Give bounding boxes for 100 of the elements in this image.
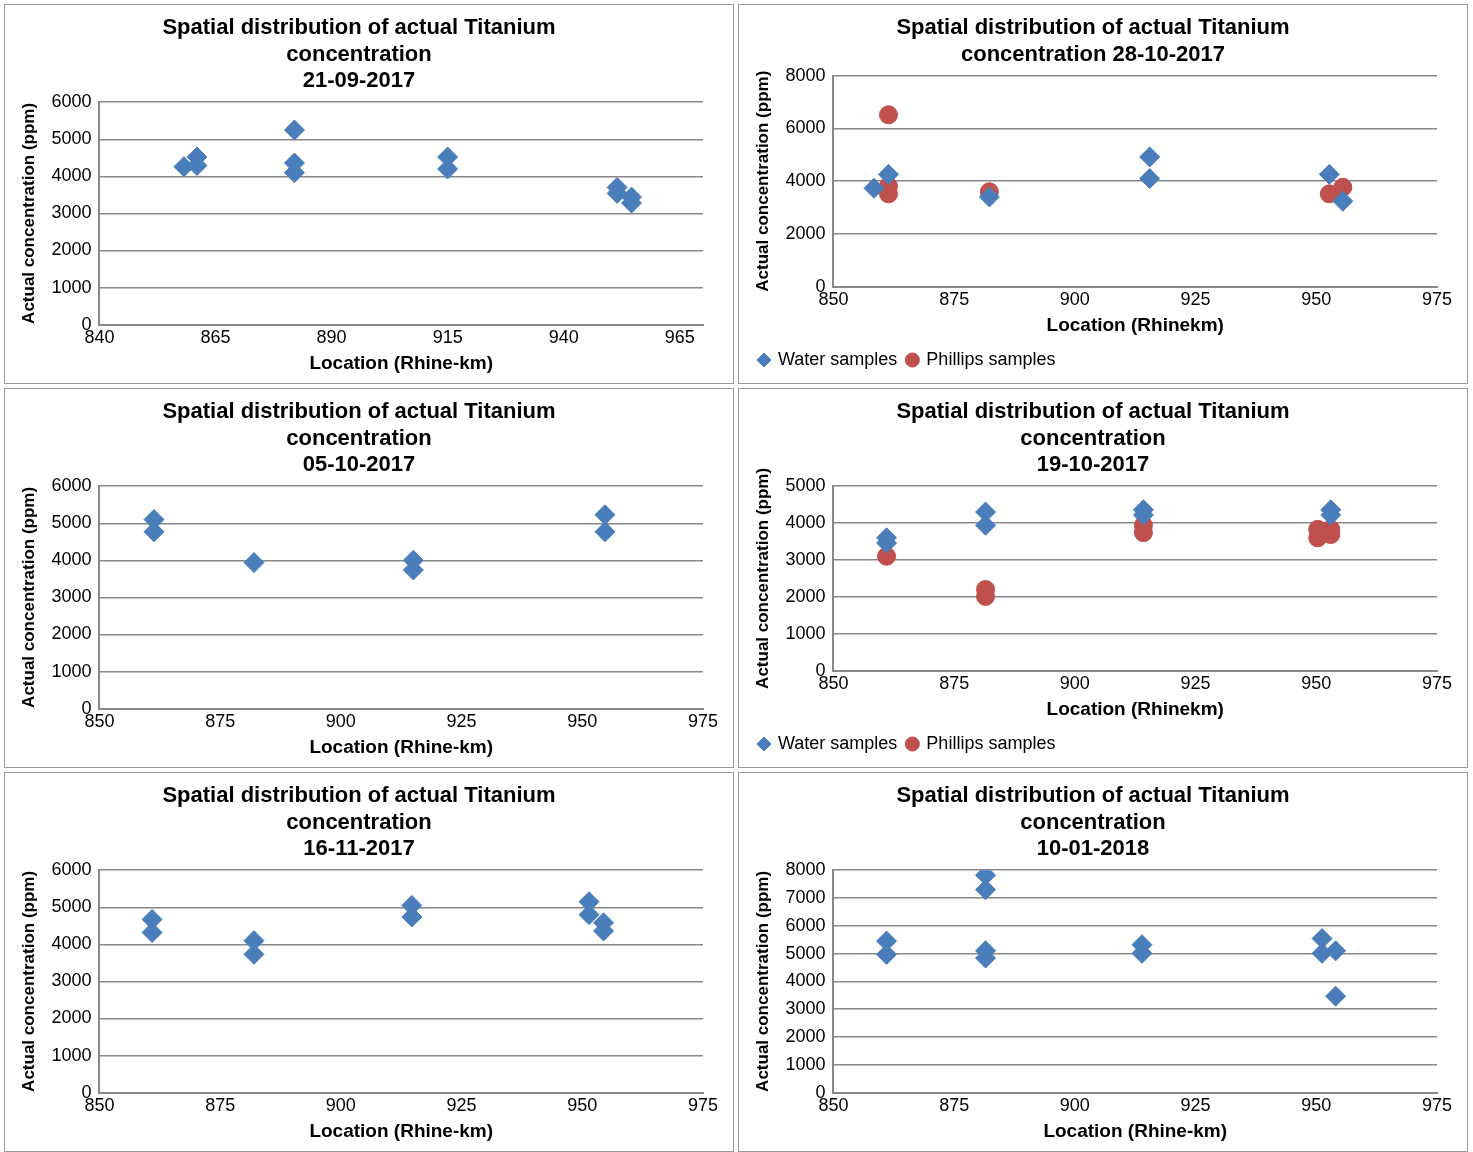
y-tick-label: 4000: [785, 170, 826, 191]
y-tick-label: 5000: [785, 475, 826, 496]
legend-label: Water samples: [778, 732, 898, 753]
y-tick-label: 6000: [51, 91, 92, 112]
y-tick-label: 3000: [51, 586, 92, 607]
y-tick-label: 8000: [785, 64, 826, 85]
y-tick-label: 1000: [51, 276, 92, 297]
y-axis-title: Actual concentration (ppm): [752, 467, 772, 689]
x-axis-title: Location (Rhine-km): [309, 351, 494, 373]
y-axis-title: Actual concentration (ppm): [752, 70, 772, 292]
point: [1139, 146, 1161, 168]
x-tick-label: 950: [1301, 673, 1332, 694]
x-tick-label: 975: [1421, 1095, 1453, 1116]
point: [1332, 190, 1354, 212]
y-tick-label: 6000: [51, 859, 92, 880]
x-tick-label: 900: [1059, 289, 1090, 310]
point: [863, 177, 885, 199]
x-tick-label: 950: [567, 711, 598, 732]
x-tick-label: 925: [446, 711, 477, 732]
point: [1325, 985, 1347, 1007]
x-tick-label: 940: [548, 327, 579, 348]
x-tick-label: 875: [939, 289, 970, 310]
point: [243, 552, 265, 574]
y-tick-label: 4000: [51, 549, 92, 570]
y-tick-label: 5000: [51, 128, 92, 149]
chart-title: Spatial distribution of actual Titanium concentration 16-11-2017: [162, 782, 556, 861]
y-tick-label: 2000: [785, 585, 826, 606]
chart-title: Spatial distribution of actual Titanium concentration 28-10-2017: [896, 14, 1290, 66]
y-tick-label: 6000: [785, 914, 826, 935]
point: [594, 521, 616, 543]
x-tick-label: 925: [1180, 673, 1211, 694]
y-tick-label: 3000: [785, 548, 826, 569]
y-tick-label: 2000: [51, 623, 92, 644]
point: [1139, 168, 1161, 190]
y-axis-title: Actual concentration (ppm): [752, 870, 772, 1092]
point: [283, 119, 305, 141]
x-tick-label: 975: [687, 711, 719, 732]
x-tick-label: 950: [1301, 1095, 1332, 1116]
x-tick-label: 975: [1421, 673, 1453, 694]
y-tick-label: 2000: [785, 1025, 826, 1046]
y-tick-label: 7000: [785, 886, 826, 907]
x-axis-title: Location (Rhine-km): [1043, 1119, 1228, 1141]
chart-title: Spatial distribution of actual Titanium concentration 21-09-2017: [162, 14, 556, 93]
y-tick-label: 3000: [51, 970, 92, 991]
point: [1318, 163, 1340, 185]
y-tick-label: 8000: [785, 859, 826, 880]
point: [1325, 940, 1347, 962]
x-tick-label: 925: [446, 1095, 477, 1116]
x-tick-label: 915: [432, 327, 463, 348]
chart-title: Spatial distribution of actual Titanium concentration 05-10-2017: [162, 398, 556, 477]
y-tick-label: 6000: [51, 475, 92, 496]
x-tick-label: 875: [205, 711, 236, 732]
x-tick-label: 900: [1059, 1095, 1090, 1116]
y-tick-label: 5000: [51, 896, 92, 917]
y-tick-label: 2000: [51, 1007, 92, 1028]
y-tick-label: 5000: [785, 942, 826, 963]
x-axis-title: Location (Rhinekm): [1046, 313, 1224, 335]
point: [878, 105, 898, 125]
x-axis-title: Location (Rhine-km): [309, 735, 494, 757]
legend-label: Phillips samples: [926, 732, 1056, 753]
y-tick-label: 3000: [785, 998, 826, 1019]
y-tick-label: 4000: [51, 933, 92, 954]
x-axis-title: Location (Rhine-km): [309, 1119, 494, 1141]
chart-title: Spatial distribution of actual Titanium concentration 10-01-2018: [896, 782, 1290, 861]
y-tick-label: 1000: [51, 660, 92, 681]
y-tick-label: 2000: [785, 222, 826, 243]
x-tick-label: 875: [205, 1095, 236, 1116]
x-tick-label: 875: [939, 673, 970, 694]
x-tick-label: 900: [1059, 673, 1090, 694]
y-axis-title: Actual concentration (ppm): [18, 486, 38, 708]
y-tick-label: 1000: [785, 1053, 826, 1074]
y-tick-label: 4000: [785, 970, 826, 991]
x-tick-label: 965: [664, 327, 695, 348]
y-tick-label: 4000: [785, 512, 826, 533]
x-axis-title: Location (Rhinekm): [1046, 697, 1224, 719]
x-tick-label: 925: [1180, 1095, 1211, 1116]
y-axis-title: Actual concentration (ppm): [18, 870, 38, 1092]
y-tick-label: 2000: [51, 239, 92, 260]
y-tick-label: 3000: [51, 202, 92, 223]
x-tick-label: 925: [1180, 289, 1211, 310]
point: [594, 504, 616, 526]
x-tick-label: 890: [316, 327, 347, 348]
legend-label: Phillips samples: [926, 348, 1056, 369]
x-tick-label: 865: [200, 327, 231, 348]
x-tick-label: 950: [1301, 289, 1332, 310]
point: [975, 879, 997, 901]
x-tick-label: 900: [325, 1095, 356, 1116]
point: [978, 186, 1000, 208]
chart-title: Spatial distribution of actual Titanium concentration 19-10-2017: [896, 398, 1290, 477]
x-tick-label: 900: [325, 711, 356, 732]
y-tick-label: 1000: [51, 1044, 92, 1065]
point: [877, 163, 899, 185]
x-tick-label: 950: [567, 1095, 598, 1116]
x-tick-label: 875: [939, 1095, 970, 1116]
y-tick-label: 4000: [51, 165, 92, 186]
y-tick-label: 6000: [785, 117, 826, 138]
x-tick-label: 975: [687, 1095, 719, 1116]
x-tick-label: 975: [1421, 289, 1453, 310]
y-tick-label: 5000: [51, 512, 92, 533]
y-axis-title: Actual concentration (ppm): [18, 102, 38, 324]
